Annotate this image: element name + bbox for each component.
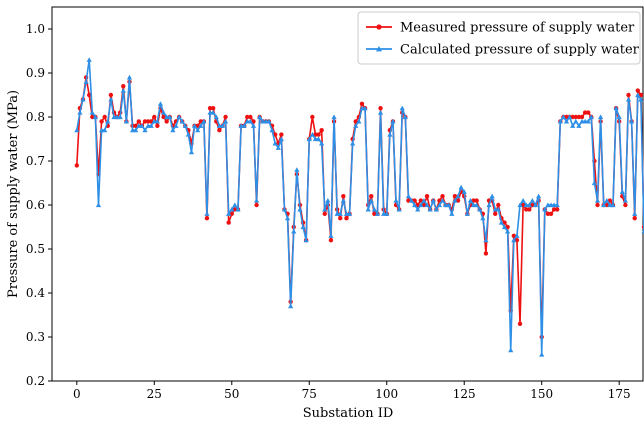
x-tick-label: 0 — [73, 387, 81, 401]
x-tick-label: 25 — [147, 387, 162, 401]
y-tick-label: 0.9 — [26, 66, 45, 80]
data-point — [633, 216, 637, 220]
data-point — [549, 212, 553, 216]
x-tick-label: 100 — [375, 387, 398, 401]
y-tick-label: 0.7 — [26, 154, 45, 168]
x-tick-label: 75 — [302, 387, 317, 401]
data-point — [223, 115, 227, 119]
data-point — [121, 84, 125, 88]
legend-label: Calculated pressure of supply water — [400, 43, 640, 58]
legend-entry: Measured pressure of supply water — [366, 21, 635, 36]
y-tick-label: 0.6 — [26, 198, 45, 212]
data-point — [378, 106, 382, 110]
data-point — [341, 194, 345, 198]
data-point — [323, 212, 327, 216]
data-point — [205, 216, 209, 220]
y-tick-label: 0.8 — [26, 110, 45, 124]
data-point — [474, 198, 478, 202]
data-point — [595, 203, 599, 207]
data-point — [279, 132, 283, 136]
data-point — [329, 238, 333, 242]
x-tick-label: 175 — [608, 387, 631, 401]
data-point — [360, 102, 364, 106]
legend-marker — [376, 24, 381, 29]
data-point — [217, 128, 221, 132]
data-point — [99, 119, 103, 123]
data-point — [586, 110, 590, 114]
data-point — [226, 220, 230, 224]
y-axis-label: Pressure of supply water (MPa) — [6, 90, 21, 298]
data-point — [319, 128, 323, 132]
data-point — [518, 322, 522, 326]
legend: Measured pressure of supply water Calcula… — [358, 12, 640, 64]
x-tick-label: 150 — [530, 387, 553, 401]
y-tick-label: 0.2 — [26, 374, 45, 388]
data-point — [137, 119, 141, 123]
data-point — [496, 203, 500, 207]
data-point — [155, 124, 159, 128]
data-point — [425, 194, 429, 198]
data-point — [555, 207, 559, 211]
data-point — [440, 194, 444, 198]
data-point — [623, 203, 627, 207]
y-tick-label: 0.5 — [26, 242, 45, 256]
y-tick-label: 1.0 — [26, 22, 45, 36]
data-point — [75, 163, 79, 167]
data-point — [211, 106, 215, 110]
data-point — [164, 119, 168, 123]
data-point — [102, 115, 106, 119]
legend-entry: Calculated pressure of supply water — [366, 43, 640, 58]
data-point — [338, 216, 342, 220]
data-point — [527, 207, 531, 211]
y-tick-label: 0.4 — [26, 286, 45, 300]
x-axis-label: Substation ID — [303, 406, 394, 421]
data-point — [254, 203, 258, 207]
data-point — [493, 212, 497, 216]
x-tick-label: 125 — [453, 387, 476, 401]
data-point — [344, 216, 348, 220]
data-point — [636, 88, 640, 92]
data-point — [109, 93, 113, 97]
data-point — [369, 194, 373, 198]
legend-label: Measured pressure of supply water — [400, 21, 635, 36]
data-point — [310, 115, 314, 119]
x-tick-label: 50 — [224, 387, 239, 401]
data-point — [152, 115, 156, 119]
data-point — [484, 251, 488, 255]
y-tick-label: 0.3 — [26, 330, 45, 344]
data-point — [316, 132, 320, 136]
data-point — [580, 115, 584, 119]
data-point — [248, 115, 252, 119]
data-point — [626, 93, 630, 97]
